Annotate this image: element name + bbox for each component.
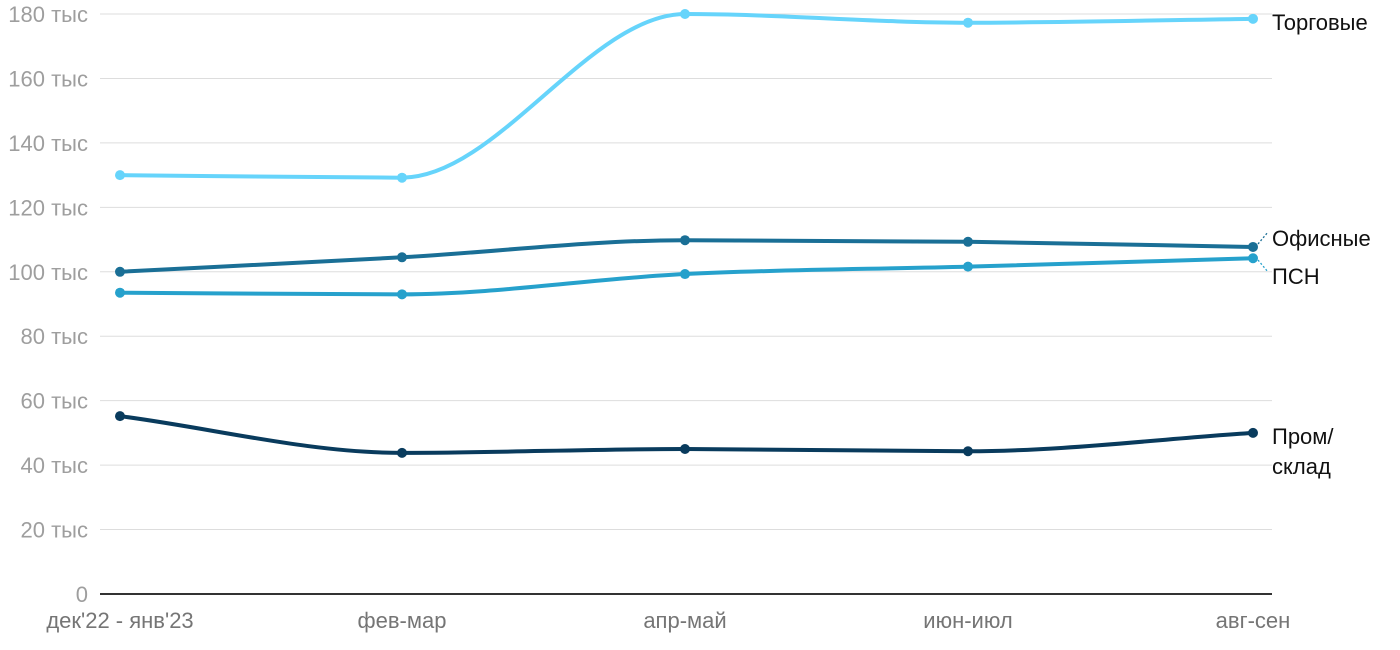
data-point <box>397 252 407 263</box>
y-axis-ticks: 0 20 тыс 40 тыс 60 тыс 80 тыс 100 тыс 120 тыс 1… <box>8 2 88 607</box>
y-tick-label: 60 тыс <box>21 389 88 414</box>
data-point <box>680 9 690 19</box>
label-leader-line <box>1257 231 1269 245</box>
data-point <box>397 289 407 300</box>
data-point <box>115 170 125 181</box>
data-point <box>397 447 407 458</box>
data-point <box>1248 253 1258 264</box>
y-tick-label: 20 тыс <box>21 518 88 543</box>
data-point <box>115 266 125 277</box>
x-tick-label: дек'22 - янв'23 <box>46 608 193 633</box>
y-tick-label: 80 тыс <box>21 324 88 349</box>
y-tick-label: 160 тыс <box>8 66 88 91</box>
series-2 <box>115 235 1258 277</box>
y-tick-label: 120 тыс <box>8 195 88 220</box>
series-labels: Торговые Офисные ПСН Пром/склад <box>1257 10 1371 479</box>
data-point <box>963 236 973 247</box>
series-label: Торговые <box>1272 10 1368 35</box>
series-label: ПСН <box>1272 264 1320 289</box>
data-point <box>963 446 973 457</box>
x-tick-label: авг-сен <box>1216 608 1291 633</box>
data-point <box>963 261 973 272</box>
x-axis-ticks: дек'22 - янв'23 фев-мар апр-май июн-июл авг-… <box>46 608 1290 633</box>
y-tick-label: 180 тыс <box>8 2 88 27</box>
x-tick-label: фев-мар <box>358 608 447 633</box>
data-point <box>1248 241 1258 252</box>
data-point <box>115 287 125 298</box>
grid <box>100 13 1272 595</box>
label-leader-line <box>1257 259 1269 273</box>
data-point <box>963 17 973 28</box>
series-label: Пром/склад <box>1272 424 1334 479</box>
y-tick-label: 40 тыс <box>21 453 88 478</box>
y-tick-label: 140 тыс <box>8 131 88 156</box>
data-point <box>680 235 690 246</box>
series-line <box>118 12 1255 180</box>
data-point <box>680 444 690 454</box>
x-tick-label: апр-май <box>643 608 726 633</box>
y-tick-label: 0 <box>76 582 88 607</box>
series-4 <box>115 411 1258 458</box>
series-1 <box>115 9 1258 183</box>
series-label: Офисные <box>1272 226 1371 251</box>
data-point <box>1248 427 1258 438</box>
data-point <box>115 411 125 422</box>
series-3 <box>115 253 1258 300</box>
series-lines <box>115 9 1258 458</box>
data-point <box>1248 13 1258 24</box>
data-point <box>397 172 407 183</box>
y-tick-label: 100 тыс <box>8 260 88 285</box>
x-tick-label: июн-июл <box>923 608 1012 633</box>
data-point <box>680 269 690 280</box>
